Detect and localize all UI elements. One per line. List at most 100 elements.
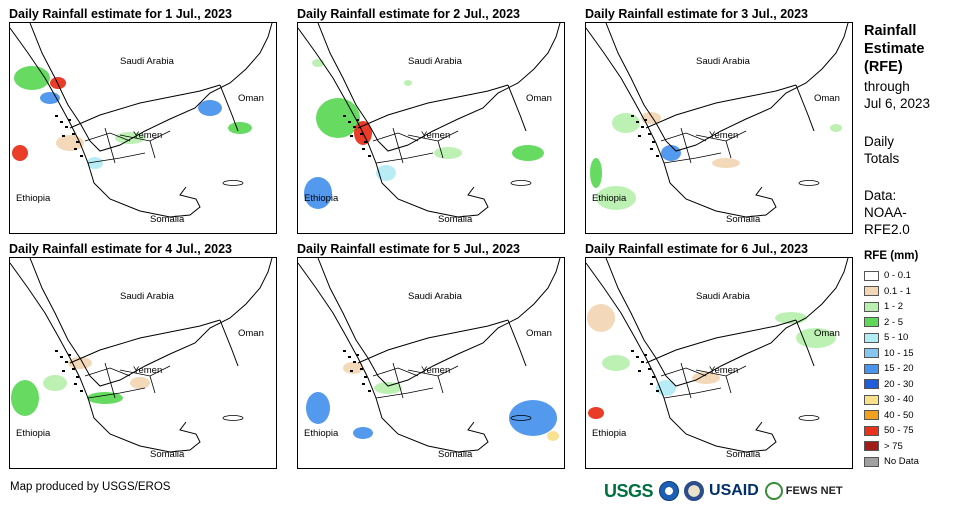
country-label-ethiopia: Ethiopia: [16, 193, 51, 204]
border-line: [645, 319, 797, 364]
map-credit: Map produced by USGS/EROS: [10, 481, 171, 493]
side-period: through Jul 6, 2023: [864, 78, 930, 112]
rainfall-area: [612, 113, 640, 133]
side-title: Rainfall Estimate (RFE): [864, 22, 924, 76]
admin-boundary: [660, 367, 707, 377]
island: [360, 133, 363, 135]
legend-label: No Data: [884, 456, 919, 468]
rainfall-area: [692, 372, 720, 384]
country-label-somalia: Somalia: [726, 449, 761, 460]
fews-globe-icon: [764, 482, 783, 500]
rainfall-area: [404, 80, 412, 86]
island: [60, 121, 63, 123]
island: [350, 135, 353, 137]
island: [55, 115, 58, 117]
island: [652, 376, 655, 378]
usaid-logo: USAID: [709, 482, 759, 499]
rainfall-map-panel-1: Daily Rainfall estimate for 1 Jul., 2023…: [9, 6, 277, 234]
country-label-oman: Oman: [238, 328, 264, 339]
island: [80, 390, 83, 392]
legend-swatch: [864, 317, 879, 328]
rainfall-area: [796, 328, 836, 348]
legend-label: 20 - 30: [884, 378, 914, 390]
arabian-coastline: [317, 258, 561, 387]
arabian-coastline: [605, 258, 849, 387]
island: [80, 155, 83, 157]
usgs-logo: USGS: [604, 480, 654, 501]
legend-item: 0.1 - 1: [864, 284, 919, 300]
rainfall-map-panel-4: Daily Rainfall estimate for 4 Jul., 2023…: [9, 241, 277, 469]
island: [652, 141, 655, 143]
admin-boundary: [663, 152, 722, 164]
coastline: [298, 262, 489, 453]
panel-title: Daily Rainfall estimate for 5 Jul., 2023: [297, 242, 521, 256]
border-line: [69, 84, 221, 129]
island: [360, 368, 363, 370]
legend-swatch: [864, 270, 879, 281]
rainfall-area: [512, 145, 544, 161]
side-data-source: Data: NOAA- RFE2.0: [864, 187, 910, 238]
admin-boundary: [87, 152, 146, 164]
commerce-seal-icon: [684, 481, 705, 501]
island: [362, 148, 365, 150]
rainfall-area: [661, 145, 681, 161]
island: [648, 133, 651, 135]
island: [636, 121, 639, 123]
rainfall-area: [43, 375, 67, 391]
island: [356, 354, 359, 356]
panel-title: Daily Rainfall estimate for 4 Jul., 2023: [9, 242, 233, 256]
rainfall-map: Saudi Arabia Oman Yemen Ethiopia Somalia: [586, 23, 849, 225]
island: [648, 368, 651, 370]
country-label-saudi-arabia: Saudi Arabia: [408, 56, 463, 67]
socotra-island: [798, 415, 820, 421]
legend-swatch: [864, 332, 879, 343]
island: [72, 133, 75, 135]
border-line: [507, 84, 527, 132]
panel-title: Daily Rainfall estimate for 6 Jul., 2023: [585, 242, 809, 256]
border-line: [357, 319, 509, 364]
border-line: [219, 319, 239, 367]
island: [368, 390, 371, 392]
rainfall-map: Saudi Arabia Oman Yemen Ethiopia Somalia: [298, 258, 561, 460]
legend-swatch: [864, 456, 879, 467]
legend-item: 10 - 15: [864, 346, 919, 362]
admin-boundary: [392, 362, 404, 399]
rainfall-area: [87, 157, 103, 169]
island: [343, 115, 346, 117]
island: [364, 141, 367, 143]
coastline: [10, 27, 201, 218]
island: [76, 376, 79, 378]
socotra-island: [510, 180, 532, 186]
admin-boundary: [375, 152, 434, 164]
admin-boundary: [372, 367, 419, 377]
admin-boundary: [104, 127, 116, 164]
legend-label: 50 - 75: [884, 425, 914, 437]
arabian-coastline: [317, 23, 561, 152]
rainfall-area: [316, 98, 360, 138]
rainfall-area: [590, 158, 602, 188]
fews-net-logo: FEWS NET: [785, 485, 843, 497]
island: [348, 121, 351, 123]
island: [650, 383, 653, 385]
island: [641, 361, 644, 363]
rainfall-area: [12, 145, 28, 161]
rainfall-area: [596, 186, 636, 210]
country-label-saudi-arabia: Saudi Arabia: [120, 291, 175, 302]
country-label-somalia: Somalia: [438, 214, 473, 225]
country-label-ethiopia: Ethiopia: [592, 428, 627, 439]
legend-label: 1 - 2: [884, 301, 904, 313]
legend-swatch: [864, 425, 879, 436]
rainfall-area: [198, 100, 222, 116]
socotra-island: [222, 415, 244, 421]
island: [68, 354, 71, 356]
island: [368, 155, 371, 157]
side-title-line: (RFE): [864, 59, 903, 75]
country-label-oman: Oman: [814, 328, 840, 339]
rainfall-map-panel-2: Daily Rainfall estimate for 2 Jul., 2023…: [297, 6, 565, 234]
legend-swatch: [864, 363, 879, 374]
side-title-line: Rainfall: [864, 23, 917, 39]
map-frame: Saudi Arabia Oman Yemen Ethiopia Somalia: [9, 22, 277, 234]
map-frame: Saudi Arabia Oman Yemen Ethiopia Somalia: [297, 22, 565, 234]
country-label-ethiopia: Ethiopia: [304, 428, 339, 439]
country-label-somalia: Somalia: [150, 214, 185, 225]
